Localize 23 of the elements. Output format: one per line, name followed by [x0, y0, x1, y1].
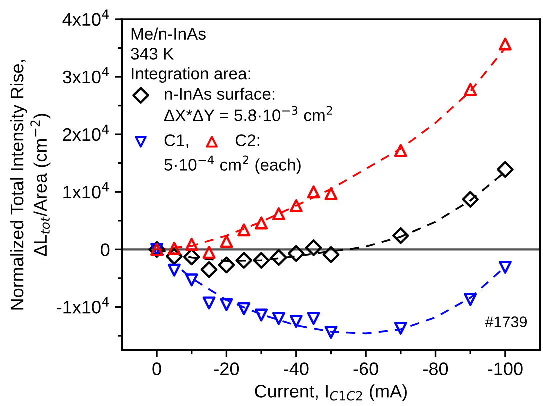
- y-tick-label: 0: [101, 244, 110, 256]
- legend-label: C2:: [236, 134, 260, 146]
- x-tick-label: -100: [488, 362, 523, 376]
- x-tick-label: -20: [214, 362, 240, 376]
- x-tick-label: -40: [284, 362, 309, 376]
- y-tick-label: -1x10$^{4}$: [57, 298, 110, 314]
- legend-label: C1,: [164, 134, 188, 148]
- legend-label: n-InAs surface:: [165, 88, 275, 100]
- x-tick-label: -60: [354, 362, 378, 376]
- y-tick-label: 3x10$^{4}$: [63, 67, 109, 84]
- y-axis-title: Normalized Total Intensity Rise, ΔL$_{tot}$/Area (cm$^{−2}$): [10, 60, 51, 310]
- annotation: 5·10$^{−4}$ cm$^{2}$ (each): [164, 156, 301, 174]
- x-tick-label: -80: [424, 362, 448, 376]
- annotation: Integration area:: [132, 67, 250, 84]
- y-tick-label: 1x10$^{4}$: [64, 182, 109, 199]
- x-tick-label: 0: [152, 362, 162, 376]
- y-tick-label: 2x10$^{4}$: [63, 124, 109, 142]
- annotation: 343 K: [131, 48, 174, 60]
- annotation: ΔX*ΔY = 5.8·10$^{−3}$ cm$^{2}$: [164, 106, 332, 122]
- annotation: Me/n-InAs: [132, 28, 206, 40]
- y-tick-label: 4x10$^{4}$: [62, 10, 109, 26]
- annotation: #1739: [485, 316, 528, 328]
- x-axis-title: Current, I$_{C1C2}$ (mA): [255, 384, 407, 402]
